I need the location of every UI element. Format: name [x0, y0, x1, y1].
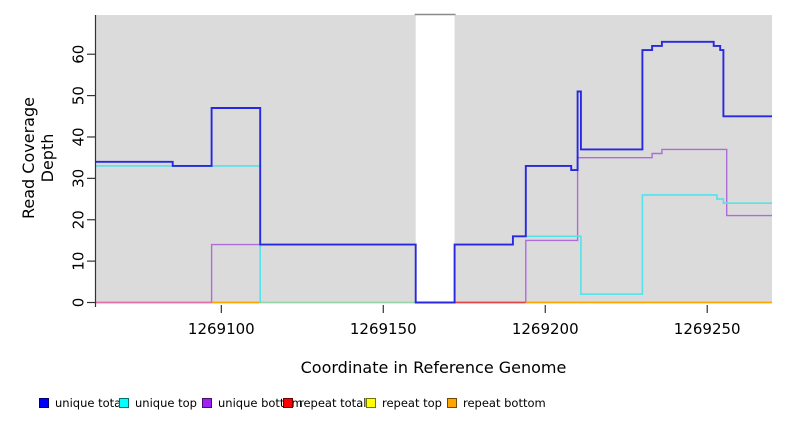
legend-item-unique-top: unique top — [119, 395, 197, 411]
y-tick-label: 50 — [70, 86, 88, 105]
legend-label: repeat top — [382, 396, 442, 410]
y-tick-label: 20 — [70, 210, 88, 229]
legend-swatch-icon — [202, 398, 212, 408]
x-tick-label: 1269250 — [674, 320, 741, 338]
no-data-gap-band — [415, 14, 455, 302]
legend-swatch-icon — [447, 398, 457, 408]
x-tick-label: 1269150 — [350, 320, 417, 338]
x-tick-label: 1269200 — [512, 320, 579, 338]
x-axis-title: Coordinate in Reference Genome — [300, 358, 567, 377]
legend-label: unique total — [55, 396, 125, 410]
legend-item-repeat-top: repeat top — [366, 395, 442, 411]
legend: unique total unique top unique bottom repea… — [0, 395, 792, 415]
legend-swatch-icon — [283, 398, 293, 408]
legend-swatch-icon — [39, 398, 49, 408]
legend-item-repeat-bottom: repeat bottom — [447, 395, 546, 411]
y-tick-label: 60 — [70, 45, 88, 64]
legend-label: unique top — [135, 396, 197, 410]
unique-bottom-line — [525, 148, 772, 303]
y-tick-label: 30 — [70, 169, 88, 188]
legend-item-repeat-total: repeat total — [283, 395, 366, 411]
y-axis-title: Read Coverage Depth — [19, 97, 57, 219]
legend-item-unique-total: unique total — [39, 395, 124, 411]
y-tick-label: 10 — [70, 252, 88, 271]
legend-swatch-icon — [366, 398, 376, 408]
legend-label: repeat bottom — [463, 396, 546, 410]
legend-swatch-icon — [119, 398, 129, 408]
legend-label: repeat total — [299, 396, 367, 410]
x-tick-label: 1269100 — [188, 320, 255, 338]
legend-label: unique bottom — [218, 396, 303, 410]
unique-total-line — [95, 40, 772, 304]
y-tick-label: 40 — [70, 127, 88, 146]
legend-item-unique-bottom: unique bottom — [202, 395, 303, 411]
y-tick-label: 0 — [70, 298, 88, 308]
